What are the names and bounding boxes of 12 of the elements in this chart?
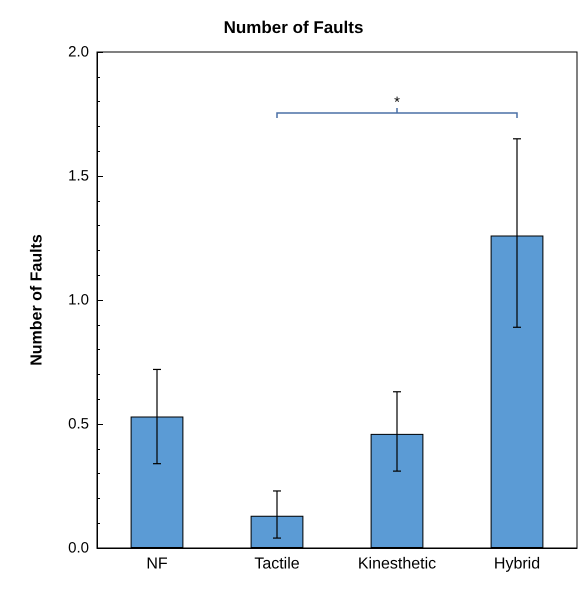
y-tick-label: 1.0: [68, 292, 89, 308]
x-tick-label: Tactile: [254, 556, 300, 572]
y-tick-label: 1.5: [68, 168, 89, 184]
y-tick-label: 0.5: [68, 416, 89, 432]
x-tick-label: NF: [146, 556, 168, 572]
chart-title: Number of Faults: [224, 18, 364, 37]
y-tick-label: 0.0: [68, 540, 89, 556]
x-tick-label: Kinesthetic: [358, 556, 436, 572]
x-tick-label: Hybrid: [494, 556, 540, 572]
annotation: *: [394, 94, 400, 111]
y-axis-title: Number of Faults: [28, 234, 46, 366]
y-tick-label: 2.0: [68, 44, 89, 60]
